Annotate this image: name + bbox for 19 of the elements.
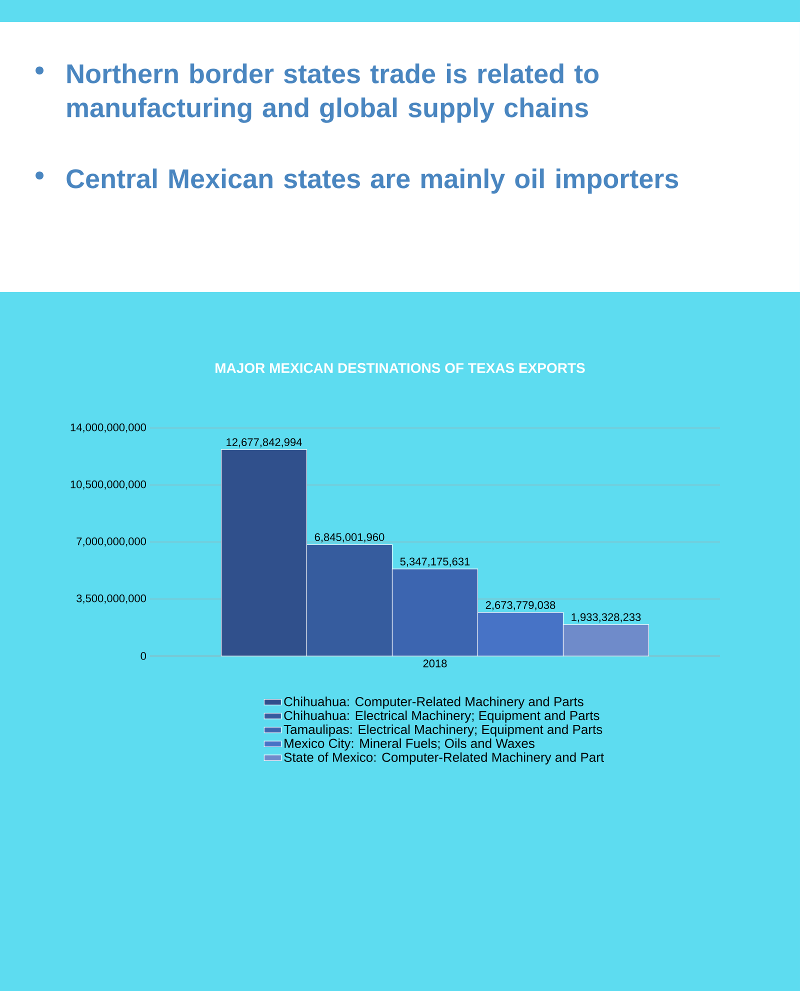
data-label: 1,933,328,233 xyxy=(572,613,641,622)
data-label: 6,845,001,960 xyxy=(314,533,384,542)
y-tick-label: 10,500,000,000 xyxy=(70,480,146,490)
y-tick-label: 7,000,000,000 xyxy=(76,537,146,547)
chart-title: MAJOR MEXICAN DESTINATIONS OF TEXAS EXPORTS xyxy=(216,363,585,373)
legend-label: Tamaulipas: Electrical Machinery; Equipment and Parts xyxy=(284,724,602,737)
legend-label: Chihuahua: Electrical Machinery; Equipment and Parts xyxy=(284,710,600,723)
data-label: 2,673,779,038 xyxy=(486,601,556,610)
text: Central Mexican states are mainly oil importers xyxy=(66,168,678,194)
data-label: 5,347,175,631 xyxy=(400,558,470,567)
text: Northern border states trade is related to manufacturing and global supply chains xyxy=(67,64,599,123)
data-label: 12,677,842,994 xyxy=(226,438,302,448)
y-tick-label: 3,500,000,000 xyxy=(76,594,146,604)
legend-label: Chihuahua: Computer-Related Machinery and Parts xyxy=(284,696,584,709)
x-tick-label: 2018 xyxy=(423,660,447,668)
y-tick-label: 0 xyxy=(140,652,146,660)
legend-label: State of Mexico: Computer-Related Machinery and Part xyxy=(284,752,604,764)
y-tick-label: 14,000,000,000 xyxy=(70,423,146,433)
legend-label: Mexico City: Mineral Fuels; Oils and Waxes xyxy=(284,738,534,751)
